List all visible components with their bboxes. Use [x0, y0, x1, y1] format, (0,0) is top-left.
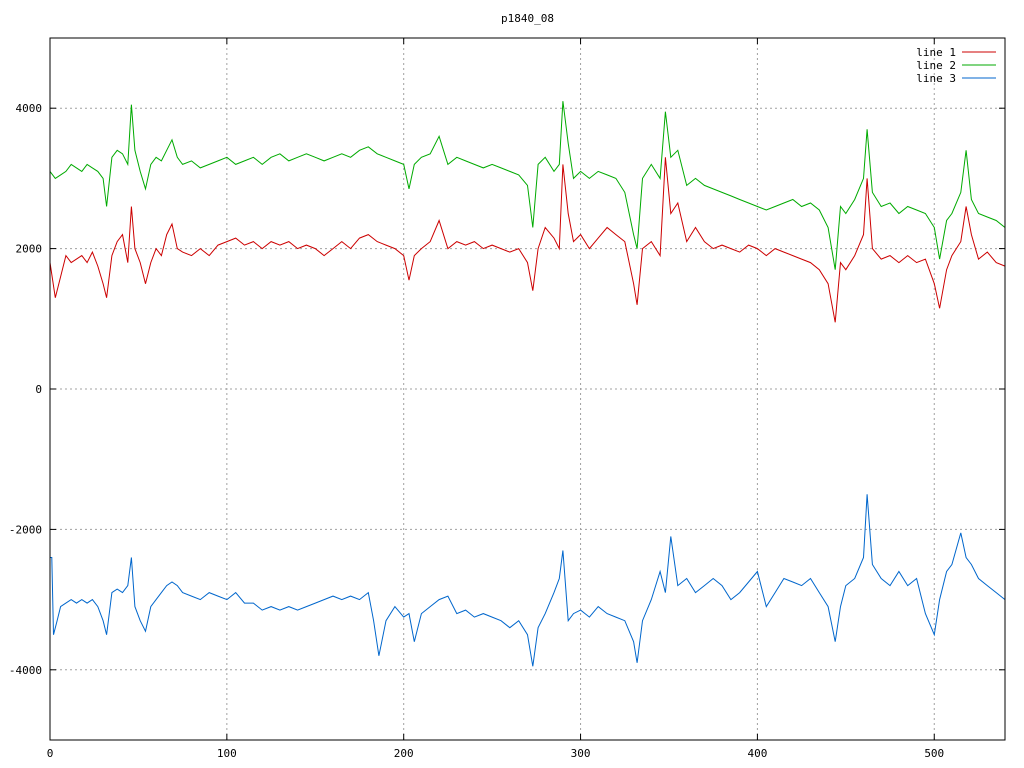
legend-label-3: line 3	[916, 72, 956, 85]
series-line-2	[49, 101, 1006, 270]
y-tick-label: -4000	[9, 664, 42, 677]
x-tick-label: 0	[47, 747, 54, 760]
series-line-1	[49, 157, 1006, 323]
legend-label-2: line 2	[916, 59, 956, 72]
series-line-3	[50, 494, 1006, 667]
y-tick-label: 2000	[16, 243, 43, 256]
y-tick-label: 4000	[16, 102, 43, 115]
x-tick-label: 500	[924, 747, 944, 760]
grid-layer	[50, 38, 1005, 740]
legend-label-1: line 1	[916, 46, 956, 59]
series-layer	[49, 101, 1006, 667]
x-tick-label: 200	[394, 747, 414, 760]
x-tick-label: 400	[747, 747, 767, 760]
y-tick-label: -2000	[9, 523, 42, 536]
y-tick-label: 0	[35, 383, 42, 396]
chart-title: p1840_08	[501, 12, 554, 25]
x-tick-label: 100	[217, 747, 237, 760]
x-tick-label: 300	[571, 747, 591, 760]
ticks-layer: 0 100 200 300 400 500 -4000 -2000 0 2000 4000	[9, 38, 1005, 760]
